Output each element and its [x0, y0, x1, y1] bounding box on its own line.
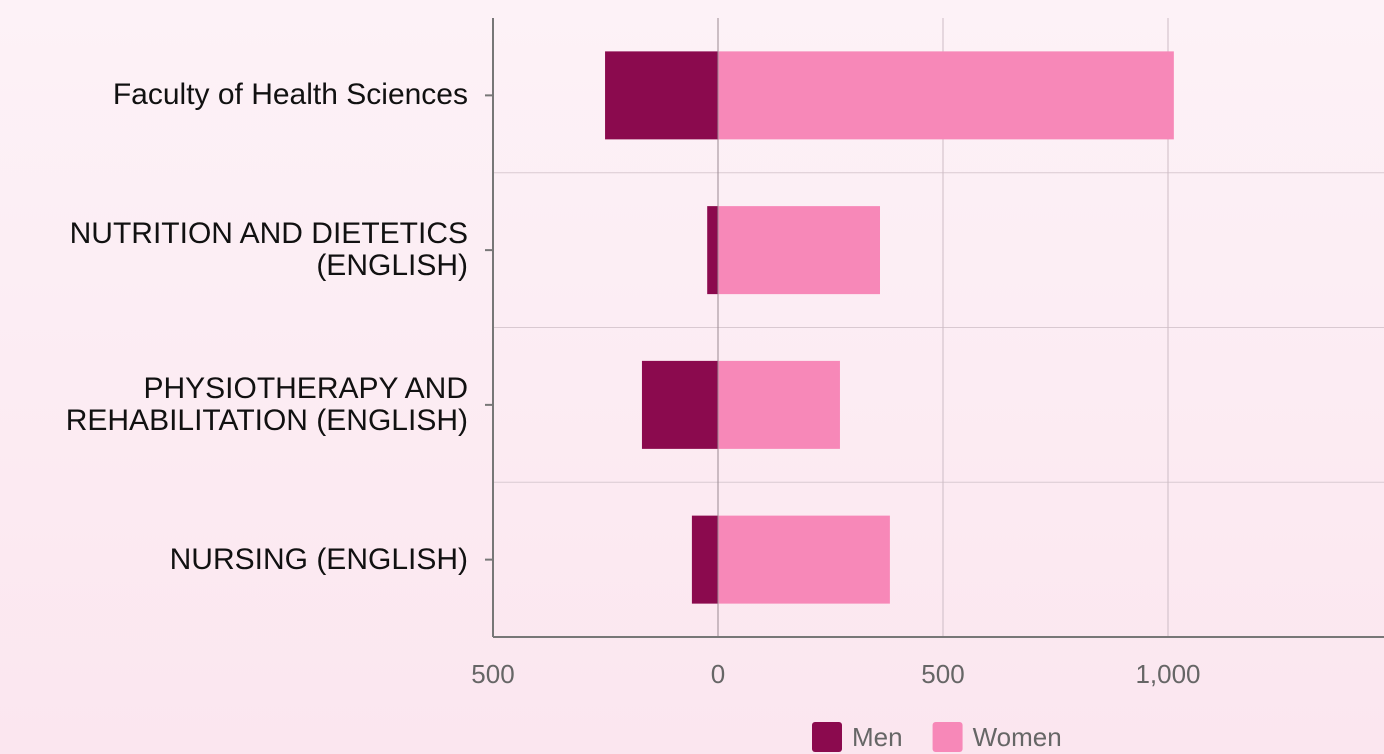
category-label: PHYSIOTHERAPY AND REHABILITATION (ENGLIS… — [65, 371, 468, 437]
legend-swatch — [812, 722, 842, 752]
legend-swatch — [932, 722, 963, 752]
category-label: NURSING (ENGLISH) — [169, 542, 468, 576]
bar — [718, 206, 880, 295]
bar — [691, 515, 718, 604]
bar — [718, 360, 840, 449]
category-label: NUTRITION AND DIETETICS (ENGLISH) — [69, 217, 468, 283]
x-tick-label: 500 — [921, 659, 964, 689]
bar — [718, 51, 1174, 140]
x-tick-label: 500 — [471, 659, 514, 689]
bar — [707, 206, 718, 295]
category-label: Faculty of Health Sciences — [112, 78, 468, 112]
bar — [605, 51, 718, 140]
legend-label: Women — [973, 722, 1062, 752]
legend-label: Men — [852, 722, 903, 752]
x-tick-label: 1,000 — [1135, 659, 1200, 689]
x-tick-label: 0 — [711, 659, 725, 689]
bar — [718, 515, 890, 604]
bar — [641, 360, 718, 449]
